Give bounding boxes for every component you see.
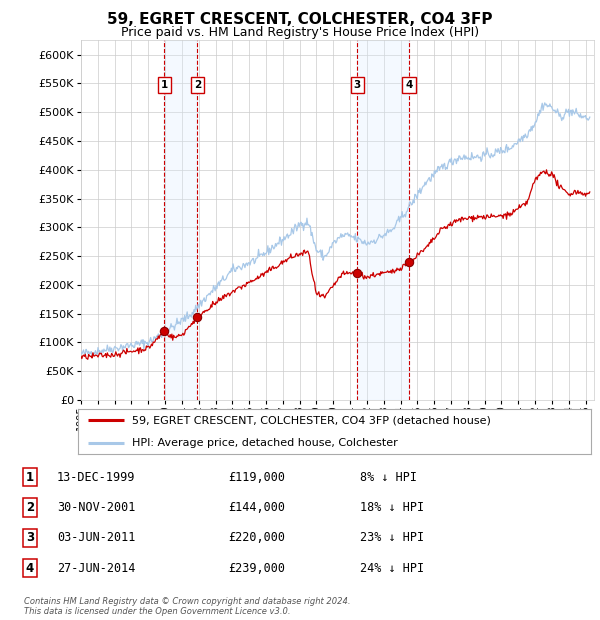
Text: HPI: Average price, detached house, Colchester: HPI: Average price, detached house, Colc…: [132, 438, 398, 448]
Text: £220,000: £220,000: [228, 531, 285, 544]
Text: 2: 2: [194, 80, 201, 91]
Text: 1: 1: [161, 80, 168, 91]
Text: £239,000: £239,000: [228, 562, 285, 575]
Text: 3: 3: [353, 80, 361, 91]
Text: 59, EGRET CRESCENT, COLCHESTER, CO4 3FP: 59, EGRET CRESCENT, COLCHESTER, CO4 3FP: [107, 12, 493, 27]
Text: 13-DEC-1999: 13-DEC-1999: [57, 471, 136, 484]
Text: 3: 3: [26, 531, 34, 544]
Text: 4: 4: [405, 80, 413, 91]
Text: £144,000: £144,000: [228, 501, 285, 514]
Text: 30-NOV-2001: 30-NOV-2001: [57, 501, 136, 514]
Text: 27-JUN-2014: 27-JUN-2014: [57, 562, 136, 575]
Text: 23% ↓ HPI: 23% ↓ HPI: [360, 531, 424, 544]
Text: Price paid vs. HM Land Registry's House Price Index (HPI): Price paid vs. HM Land Registry's House …: [121, 26, 479, 39]
Text: 4: 4: [26, 562, 34, 575]
Text: 8% ↓ HPI: 8% ↓ HPI: [360, 471, 417, 484]
Text: £119,000: £119,000: [228, 471, 285, 484]
Text: 24% ↓ HPI: 24% ↓ HPI: [360, 562, 424, 575]
Text: Contains HM Land Registry data © Crown copyright and database right 2024.: Contains HM Land Registry data © Crown c…: [24, 597, 350, 606]
Text: 03-JUN-2011: 03-JUN-2011: [57, 531, 136, 544]
Text: 18% ↓ HPI: 18% ↓ HPI: [360, 501, 424, 514]
Bar: [357, 40, 409, 400]
Bar: [164, 40, 197, 400]
Text: This data is licensed under the Open Government Licence v3.0.: This data is licensed under the Open Gov…: [24, 607, 290, 616]
Text: 2: 2: [26, 501, 34, 514]
Text: 1: 1: [26, 471, 34, 484]
Text: 59, EGRET CRESCENT, COLCHESTER, CO4 3FP (detached house): 59, EGRET CRESCENT, COLCHESTER, CO4 3FP …: [132, 415, 491, 425]
